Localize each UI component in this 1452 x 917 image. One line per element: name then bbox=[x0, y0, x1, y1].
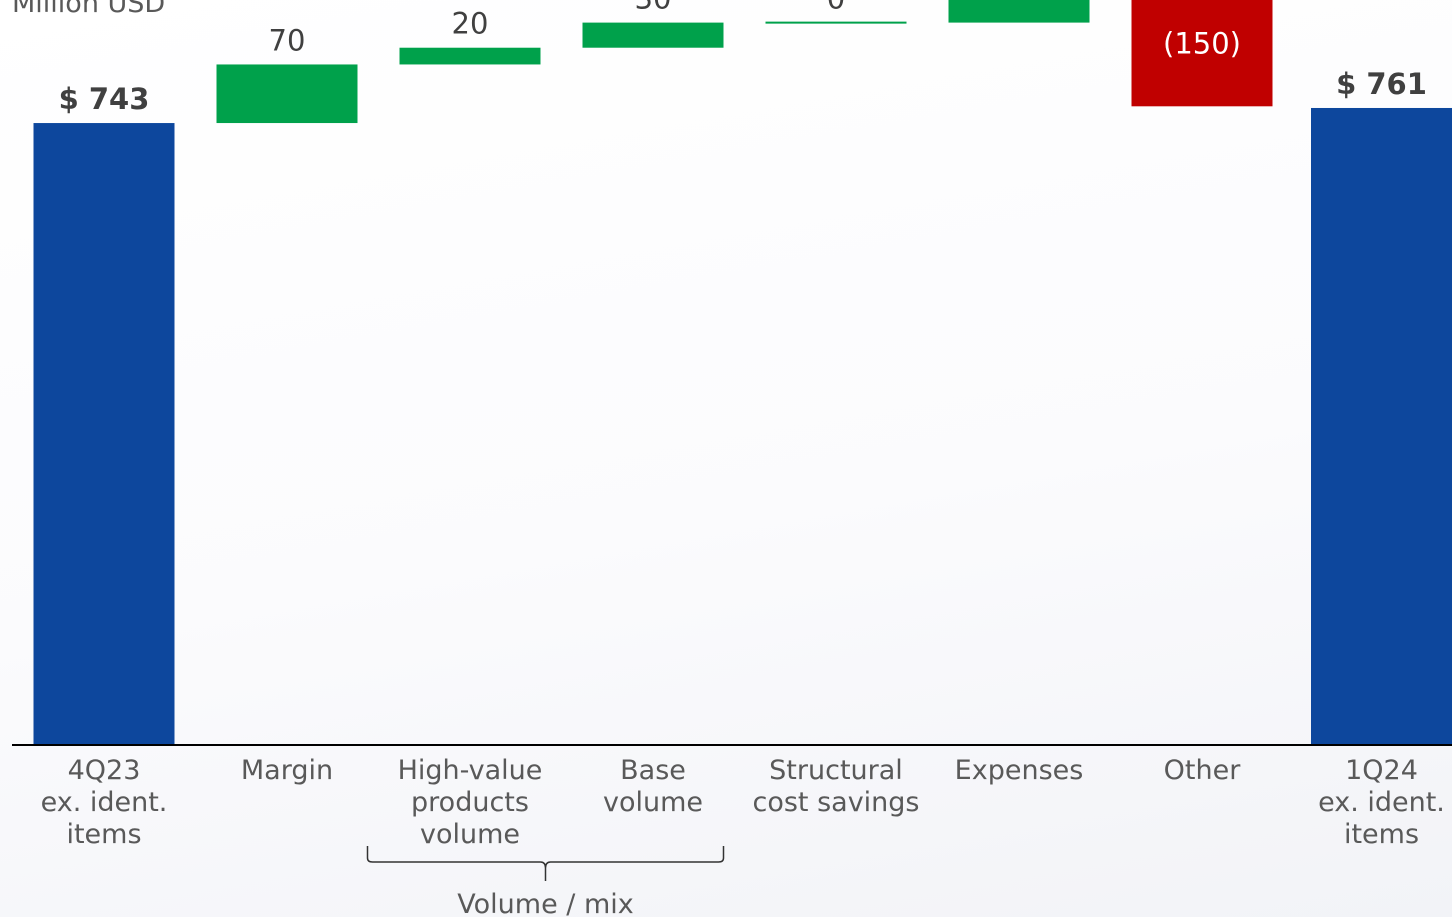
value-label-hvp: 20 bbox=[452, 7, 489, 41]
category-label-end: 1Q24 ex. ident. items bbox=[1318, 755, 1445, 850]
value-label-start: $ 743 bbox=[59, 82, 150, 116]
bar-hvp bbox=[399, 47, 541, 65]
category-label-other: Other bbox=[1164, 755, 1242, 786]
bars-group bbox=[33, 0, 1452, 746]
value-labels-group: $ 743702030050(150)$ 761 bbox=[59, 0, 1427, 116]
bar-other bbox=[1131, 0, 1273, 107]
bar-end bbox=[1311, 107, 1452, 745]
unit-label: Million USD bbox=[12, 0, 165, 19]
value-label-margin: 70 bbox=[269, 23, 306, 57]
category-label-base: Base volume bbox=[603, 755, 703, 818]
volume-mix-brace bbox=[366, 846, 725, 881]
category-label-structural: Structural cost savings bbox=[752, 755, 919, 818]
volume-mix-label: Volume / mix bbox=[457, 889, 633, 917]
value-label-other: (150) bbox=[1163, 27, 1241, 61]
category-label-start: 4Q23 ex. ident. items bbox=[41, 755, 168, 850]
bar-margin bbox=[216, 64, 358, 124]
category-label-expenses: Expenses bbox=[955, 755, 1084, 786]
value-label-end: $ 761 bbox=[1336, 67, 1427, 101]
bar-expenses bbox=[948, 0, 1090, 23]
category-label-margin: Margin bbox=[241, 755, 333, 786]
bar-base bbox=[582, 22, 724, 48]
category-labels-group: 4Q23 ex. ident. items Margin High-value produ… bbox=[41, 755, 1445, 850]
value-label-structural: 0 bbox=[827, 0, 845, 16]
category-label-hvp: High-value products volume bbox=[398, 755, 543, 850]
bar-start bbox=[33, 123, 175, 746]
value-label-base: 30 bbox=[635, 0, 672, 16]
